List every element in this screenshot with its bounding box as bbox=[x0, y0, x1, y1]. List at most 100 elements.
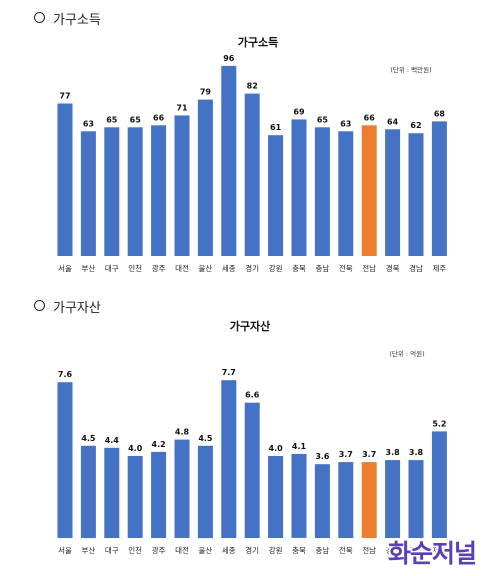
category-label: 충북 bbox=[292, 264, 306, 273]
value-label: 7.6 bbox=[58, 370, 73, 379]
category-label: 서울 bbox=[58, 546, 72, 555]
unit-note: (단위 : 백만원) bbox=[390, 65, 431, 74]
bar-경남 bbox=[408, 133, 424, 256]
section-heading-income: 가구소득 bbox=[34, 9, 101, 28]
value-label: 82 bbox=[247, 82, 258, 91]
category-label: 충북 bbox=[292, 546, 306, 555]
bar-울산 bbox=[197, 445, 213, 539]
bar-부산 bbox=[80, 131, 96, 256]
section-heading-text: 가구소득 bbox=[53, 13, 101, 28]
bar-group: 77 서울 63 부산 65 대구 65 인천 66 광주 71 대전 79 울산 96 세종 82 경기 61 강원… bbox=[57, 54, 447, 273]
category-label: 강원 bbox=[269, 545, 283, 555]
value-label: 65 bbox=[106, 115, 118, 124]
income-bar-chart: 가구소득 (단위 : 백만원) 77 서울 63 부산 65 대구 65 인천 66 광주 71 대전… bbox=[57, 35, 447, 273]
value-label: 62 bbox=[410, 121, 421, 130]
bar-서울 bbox=[57, 103, 73, 256]
value-label: 4.4 bbox=[105, 436, 120, 445]
value-label: 3.7 bbox=[362, 450, 376, 459]
value-label: 4.5 bbox=[198, 434, 213, 443]
category-label: 인천 bbox=[128, 545, 142, 555]
chart-title: 가구소득 bbox=[238, 35, 278, 49]
value-label: 3.8 bbox=[386, 448, 401, 457]
category-label: 대구 bbox=[105, 264, 119, 273]
value-label: 4.2 bbox=[152, 440, 166, 449]
circle-bullet-icon bbox=[34, 300, 45, 311]
bar-제주 bbox=[431, 121, 447, 257]
bar-광주 bbox=[151, 451, 167, 538]
category-label: 세종 bbox=[222, 264, 236, 273]
bar-충북 bbox=[291, 119, 307, 257]
value-label: 69 bbox=[293, 107, 305, 116]
value-label: 65 bbox=[130, 115, 142, 124]
bar-광주 bbox=[151, 125, 167, 256]
bar-충남 bbox=[314, 464, 330, 538]
value-label: 71 bbox=[176, 103, 188, 112]
category-label: 광주 bbox=[152, 263, 166, 273]
value-label: 3.6 bbox=[315, 452, 330, 461]
watermark-logo: 화순저널 bbox=[387, 539, 477, 568]
category-label: 전북 bbox=[339, 545, 353, 555]
value-label: 4.0 bbox=[269, 444, 284, 453]
section-heading-assets: 가구자산 bbox=[34, 297, 101, 316]
category-label: 대전 bbox=[175, 263, 189, 273]
bar-경기 bbox=[244, 402, 260, 538]
category-label: 충남 bbox=[315, 264, 329, 273]
value-label: 66 bbox=[153, 113, 165, 122]
category-label: 부산 bbox=[81, 545, 95, 555]
circle-bullet-icon bbox=[34, 12, 45, 23]
bar-대구 bbox=[104, 447, 120, 538]
bar-경북 bbox=[385, 460, 401, 538]
category-label: 경기 bbox=[245, 263, 259, 273]
value-label: 7.7 bbox=[222, 368, 236, 377]
bar-경남 bbox=[408, 460, 424, 538]
category-label: 제주 bbox=[432, 546, 446, 555]
value-label: 79 bbox=[200, 88, 212, 97]
value-label: 64 bbox=[387, 117, 399, 126]
category-label: 경북 bbox=[386, 263, 400, 273]
value-label: 66 bbox=[364, 113, 376, 122]
bar-충북 bbox=[291, 453, 307, 538]
section-heading-text: 가구자산 bbox=[53, 301, 101, 316]
category-label: 울산 bbox=[198, 263, 212, 273]
value-label: 4.5 bbox=[81, 434, 96, 443]
category-label: 서울 bbox=[58, 264, 72, 273]
value-label: 63 bbox=[340, 119, 351, 128]
bar-전북 bbox=[338, 131, 354, 256]
value-label: 68 bbox=[434, 109, 446, 118]
bar-경기 bbox=[244, 93, 260, 256]
value-label: 65 bbox=[317, 115, 329, 124]
category-label: 광주 bbox=[152, 545, 166, 555]
bar-인천 bbox=[127, 456, 143, 538]
bar-충남 bbox=[314, 127, 330, 256]
category-label: 경기 bbox=[245, 545, 259, 555]
bar-강원 bbox=[268, 456, 284, 538]
category-label: 울산 bbox=[198, 545, 212, 555]
bar-울산 bbox=[197, 99, 213, 256]
bar-전남 bbox=[361, 462, 377, 538]
category-label: 경남 bbox=[409, 263, 423, 273]
bar-인천 bbox=[127, 127, 143, 256]
category-label: 전남 bbox=[362, 263, 376, 273]
category-label: 전북 bbox=[339, 263, 353, 273]
bar-부산 bbox=[80, 445, 96, 539]
value-label: 4.1 bbox=[292, 442, 307, 451]
assets-bar-chart: 가구자산 (단위 : 억원) 7.6 서울 4.5 부산 4.4 대구 4.0 인천 4.2 광주… bbox=[57, 319, 447, 555]
category-label: 경남 bbox=[409, 545, 423, 555]
bar-대구 bbox=[104, 127, 120, 256]
bar-세종 bbox=[221, 380, 237, 538]
category-label: 인천 bbox=[128, 263, 142, 273]
category-label: 전남 bbox=[362, 545, 376, 555]
bar-경북 bbox=[385, 129, 401, 256]
category-label: 충남 bbox=[315, 546, 329, 555]
value-label: 4.0 bbox=[128, 444, 143, 453]
bar-group: 7.6 서울 4.5 부산 4.4 대구 4.0 인천 4.2 광주 4.8 대전 4.5 울산 7.7 세종… bbox=[57, 368, 447, 555]
bar-강원 bbox=[268, 135, 284, 256]
value-label: 3.7 bbox=[339, 450, 353, 459]
value-label: 6.6 bbox=[245, 391, 260, 400]
category-label: 경북 bbox=[386, 545, 400, 555]
category-label: 제주 bbox=[432, 264, 446, 273]
bar-대전 bbox=[174, 439, 190, 538]
value-label: 96 bbox=[223, 54, 235, 63]
chart-title: 가구자산 bbox=[230, 319, 270, 333]
bar-세종 bbox=[221, 65, 237, 257]
